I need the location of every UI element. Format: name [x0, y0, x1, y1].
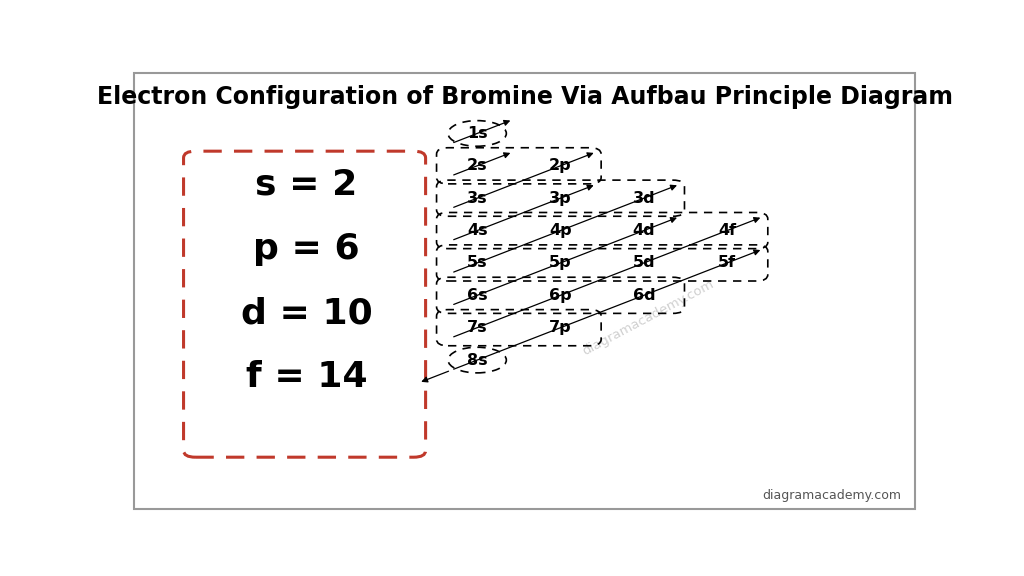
Text: Electron Configuration of Bromine Via Aufbau Principle Diagram: Electron Configuration of Bromine Via Au…	[97, 85, 952, 109]
Text: 6d: 6d	[633, 288, 655, 303]
Text: 5s: 5s	[467, 255, 487, 271]
Text: 4f: 4f	[718, 223, 736, 238]
Text: 5d: 5d	[633, 255, 655, 271]
Text: 4s: 4s	[467, 223, 487, 238]
Text: 6s: 6s	[467, 288, 487, 303]
Text: 2p: 2p	[549, 158, 571, 173]
Text: 4d: 4d	[633, 223, 655, 238]
Text: 4p: 4p	[549, 223, 571, 238]
Text: 8s: 8s	[467, 353, 487, 367]
Text: 3d: 3d	[633, 191, 655, 206]
Text: f = 14: f = 14	[246, 361, 368, 395]
Text: 5f: 5f	[718, 255, 736, 271]
Text: p = 6: p = 6	[253, 232, 359, 266]
Text: 1s: 1s	[467, 126, 487, 141]
Text: diagramacademy.com: diagramacademy.com	[580, 277, 716, 358]
Text: 3s: 3s	[467, 191, 487, 206]
Text: s = 2: s = 2	[255, 168, 357, 202]
Text: 2s: 2s	[467, 158, 487, 173]
Text: 7p: 7p	[549, 320, 571, 335]
Text: 6p: 6p	[549, 288, 571, 303]
Text: 7s: 7s	[467, 320, 487, 335]
Text: 3p: 3p	[549, 191, 571, 206]
Text: 5p: 5p	[549, 255, 571, 271]
Text: d = 10: d = 10	[241, 296, 373, 330]
Text: diagramacademy.com: diagramacademy.com	[762, 488, 901, 502]
